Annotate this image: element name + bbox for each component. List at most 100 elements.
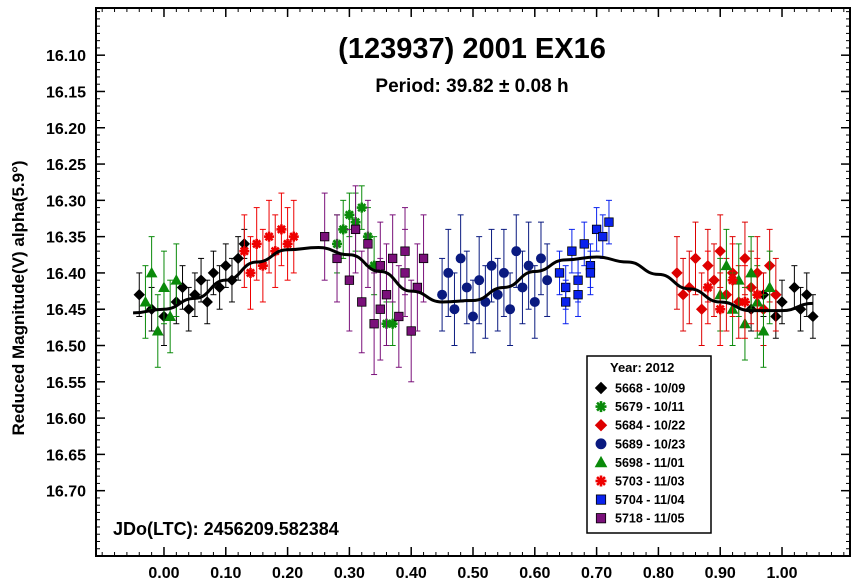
data-point <box>264 231 275 242</box>
data-point <box>776 296 788 308</box>
x-tick-label: 0.50 <box>457 565 488 582</box>
data-point <box>282 238 293 249</box>
legend-entry: 5698 - 11/01 <box>615 456 685 470</box>
data-point <box>770 288 782 301</box>
data-point <box>455 253 466 264</box>
data-point <box>468 311 478 322</box>
y-tick-label: 16.25 <box>46 157 86 174</box>
data-point <box>363 239 373 249</box>
legend-marker <box>595 513 607 524</box>
data-point <box>232 252 244 265</box>
data-point <box>369 319 379 329</box>
y-tick-label: 16.50 <box>46 339 86 356</box>
data-point <box>739 252 751 265</box>
data-point <box>201 296 213 308</box>
legend-marker <box>595 401 607 413</box>
data-point <box>139 295 152 307</box>
data-point <box>535 253 546 264</box>
data-point <box>145 266 158 278</box>
legend-title: Year: 2012 <box>610 360 674 375</box>
series-5 <box>139 228 776 368</box>
data-point <box>492 289 503 300</box>
data-point <box>801 288 813 301</box>
data-point <box>239 246 250 257</box>
x-tick-label: 1.00 <box>766 565 797 582</box>
data-point <box>288 231 299 242</box>
x-tick-label: 0.40 <box>396 565 427 582</box>
data-point <box>151 324 164 336</box>
data-point <box>542 275 553 286</box>
data-point <box>498 267 509 278</box>
x-tick-labels: 0.00 0.10 0.20 0.30 0.40 0.50 0.60 0.70 0.80 0.90… <box>148 565 797 582</box>
y-tick-label: 16.10 <box>46 48 86 65</box>
data-point <box>245 267 256 278</box>
series-1 <box>133 228 819 347</box>
data-point <box>567 246 577 256</box>
data-point <box>745 266 757 278</box>
data-point <box>720 259 733 271</box>
legend-marker <box>594 418 608 432</box>
data-point <box>739 296 750 307</box>
legend-entry: 5668 - 10/09 <box>615 382 685 396</box>
data-point <box>715 304 726 315</box>
data-point <box>579 239 589 249</box>
data-point <box>561 297 571 307</box>
data-point <box>695 303 708 315</box>
data-point <box>529 296 540 307</box>
data-point <box>486 260 497 271</box>
data-point <box>394 311 404 322</box>
x-tick-label: 0.20 <box>272 565 303 582</box>
legend-entry: 5679 - 10/11 <box>615 400 685 414</box>
data-point <box>400 246 410 256</box>
data-point <box>689 252 702 265</box>
data-point <box>220 259 232 272</box>
y-axis-label: Reduced Magnitude(V) alpha(5.9°) <box>9 160 28 435</box>
chart-subtitle: Period: 39.82 ± 0.08 h <box>375 76 568 97</box>
data-point <box>591 224 602 235</box>
y-tick-label: 16.35 <box>46 230 86 247</box>
data-point <box>573 290 583 300</box>
data-point <box>517 282 528 293</box>
y-tick-label: 16.30 <box>46 193 86 210</box>
data-point <box>714 245 726 257</box>
series-6 <box>239 192 763 347</box>
legend-entry: 5718 - 11/05 <box>615 512 685 526</box>
data-point <box>381 290 392 300</box>
data-point <box>406 326 416 336</box>
data-point <box>757 324 770 336</box>
data-point <box>357 297 367 307</box>
data-point <box>182 303 195 315</box>
data-point <box>387 318 398 329</box>
jd-annotation: JDo(LTC): 2456209.582384 <box>113 519 339 539</box>
data-point <box>320 231 330 242</box>
y-tick-label: 16.20 <box>46 121 86 138</box>
legend-marker <box>595 438 607 450</box>
legend-entry: 5689 - 10/23 <box>615 437 685 451</box>
legend-box <box>586 355 712 534</box>
y-tick-label: 16.45 <box>46 302 86 319</box>
data-point <box>170 274 183 285</box>
series-4 <box>437 214 553 354</box>
data-point <box>505 304 516 315</box>
x-tick-label: 0.70 <box>581 565 612 582</box>
data-point <box>598 231 608 242</box>
x-tick-label: 0.30 <box>334 565 365 582</box>
data-point <box>344 209 355 220</box>
axes <box>95 7 851 557</box>
y-tick-label: 16.15 <box>46 84 86 101</box>
legend-marker <box>595 475 607 487</box>
data-point <box>213 281 226 294</box>
data-point <box>158 281 170 292</box>
data-point <box>604 217 614 227</box>
y-tick-label: 16.70 <box>46 484 86 501</box>
data-point <box>176 281 189 294</box>
x-tick-label: 0.90 <box>705 565 736 582</box>
data-point <box>554 268 565 278</box>
data-point <box>207 267 220 279</box>
legend-marker <box>594 381 608 395</box>
data-point <box>418 253 429 264</box>
x-tick-label: 0.80 <box>643 565 674 582</box>
series-2 <box>332 185 398 347</box>
data-point <box>788 281 801 294</box>
